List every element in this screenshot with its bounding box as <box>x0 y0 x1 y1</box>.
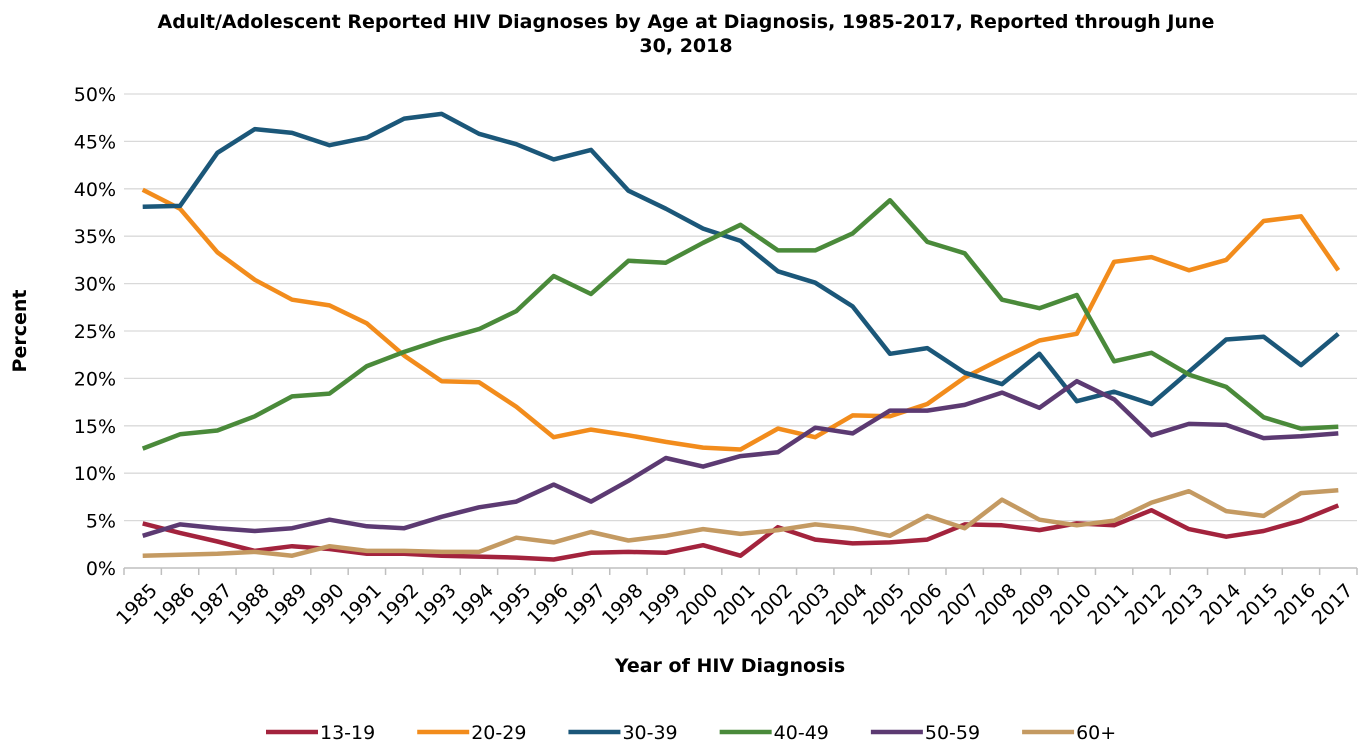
x-tick-label: 2002 <box>747 580 797 630</box>
series-line <box>141 187 1341 452</box>
x-tick-label: 2001 <box>710 580 760 630</box>
x-tick-label: 1995 <box>486 580 536 630</box>
x-tick-label: 1996 <box>523 580 573 630</box>
x-tick-label: 1988 <box>224 580 274 630</box>
x-tick-label: 2007 <box>934 580 984 630</box>
x-tick-label: 1990 <box>299 580 349 630</box>
x-tick-label: 1994 <box>448 580 498 630</box>
y-tick-label: 30% <box>74 274 116 296</box>
y-tick-label: 20% <box>74 368 116 390</box>
y-axis-label: Percent <box>9 290 31 373</box>
legend-label: 30-39 <box>622 722 677 744</box>
x-tick-label: 2000 <box>673 580 723 630</box>
x-tick-label: 2009 <box>1009 580 1059 630</box>
chart-title: Adult/Adolescent Reported HIV Diagnoses … <box>157 11 1215 57</box>
x-tick-label: 1992 <box>374 580 424 630</box>
x-tick-label: 1998 <box>598 580 648 630</box>
x-tick-label: 2016 <box>1270 580 1320 630</box>
x-tick-label: 2006 <box>897 580 947 630</box>
legend-label: 50-59 <box>925 722 980 744</box>
x-tick-label: 2005 <box>859 580 909 630</box>
x-tick-label: 2015 <box>1233 580 1283 630</box>
y-tick-label: 25% <box>74 321 116 343</box>
legend-label: 40-49 <box>774 722 829 744</box>
x-tick-label: 1999 <box>635 580 685 630</box>
series-line <box>142 488 1339 558</box>
x-tick-label: 2013 <box>1158 580 1208 630</box>
x-tick-label: 2010 <box>1046 580 1096 630</box>
y-tick-label: 15% <box>74 416 116 438</box>
y-tick-label: 40% <box>74 179 116 201</box>
x-tick-label: 1993 <box>411 580 461 630</box>
x-tick-label: 2004 <box>822 580 872 630</box>
legend-label: 20-29 <box>471 722 526 744</box>
series-line <box>142 378 1339 538</box>
y-tick-label: 0% <box>86 558 116 580</box>
x-axis-label: Year of HIV Diagnosis <box>614 655 845 677</box>
x-tick-label: 2003 <box>785 580 835 630</box>
x-tick-label: 1985 <box>112 580 162 630</box>
x-tick-label: 2014 <box>1196 580 1246 630</box>
x-tick-label: 1986 <box>149 580 199 630</box>
series-line <box>142 503 1340 562</box>
x-tick-label: 1987 <box>187 580 237 630</box>
legend-label: 13-19 <box>320 722 375 744</box>
y-tick-label: 5% <box>86 511 116 533</box>
x-tick-label: 2011 <box>1084 580 1134 630</box>
x-tick-label: 1997 <box>560 580 610 630</box>
x-tick-label: 2017 <box>1308 580 1358 630</box>
x-tick-label: 2012 <box>1121 580 1171 630</box>
y-tick-label: 50% <box>74 84 116 106</box>
x-tick-label: 2008 <box>971 580 1021 630</box>
series-line <box>142 111 1340 407</box>
x-tick-label: 1989 <box>262 580 312 630</box>
x-tick-label: 1991 <box>336 580 386 630</box>
series-line <box>141 197 1339 451</box>
legend-label: 60+ <box>1076 722 1116 744</box>
y-tick-label: 10% <box>74 463 116 485</box>
y-tick-label: 45% <box>74 131 116 153</box>
y-tick-label: 35% <box>74 226 116 248</box>
